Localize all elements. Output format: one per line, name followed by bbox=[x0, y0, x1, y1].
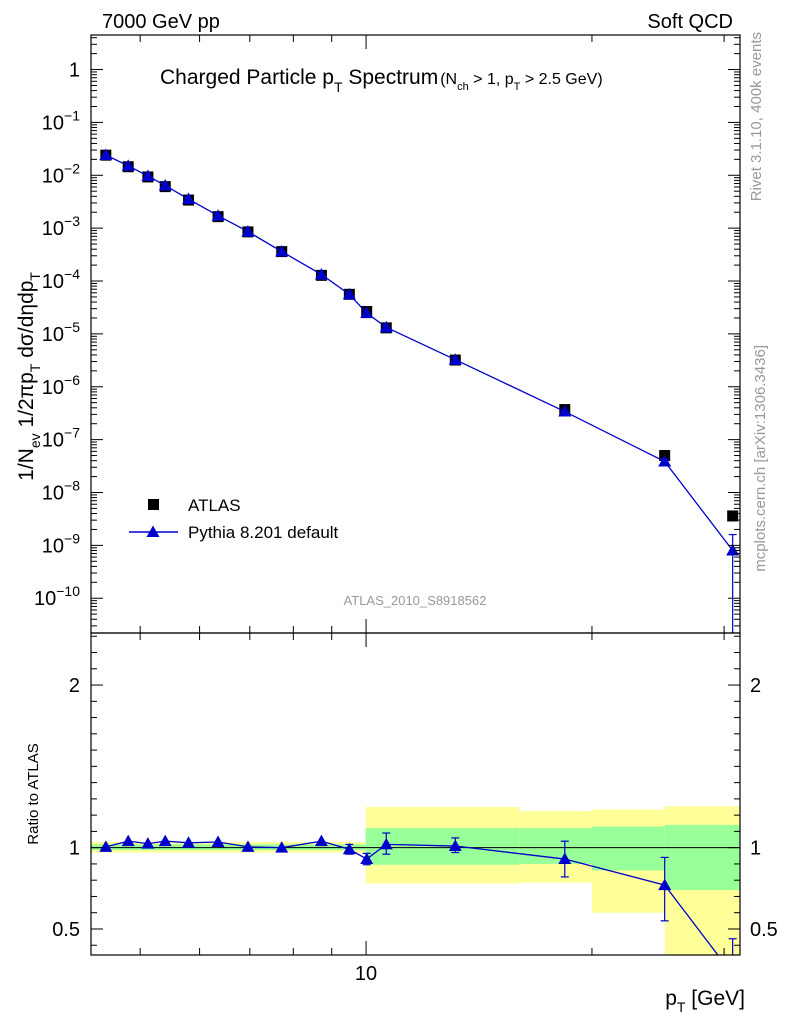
ratio-mc-point bbox=[121, 834, 135, 847]
ratio-mc-point bbox=[182, 836, 196, 848]
main-mc-point bbox=[360, 306, 374, 319]
atlas-data-point bbox=[727, 510, 739, 522]
legend-mc-label: Pythia 8.201 default bbox=[188, 523, 339, 542]
main-y-tick-label: 1 bbox=[69, 60, 80, 82]
category-label: Soft QCD bbox=[647, 11, 733, 33]
main-mc-point bbox=[275, 245, 289, 257]
main-y-tick-label: 10−6 bbox=[42, 372, 80, 399]
ratio-mc-point bbox=[448, 839, 462, 852]
ratio-mc-point bbox=[379, 837, 393, 850]
ratio-panel: 2 2 1 1 0.5 0.5 10 Ratio to ATLAS pT [GeV] bbox=[25, 632, 778, 1015]
ratio-mc-point bbox=[275, 841, 289, 853]
main-mc-point bbox=[448, 353, 462, 365]
main-mc-point bbox=[182, 192, 196, 205]
main-y-tick-label: 10−5 bbox=[42, 319, 80, 346]
analysis-label: ATLAS_2010_S8918562 bbox=[344, 593, 487, 608]
legend-atlas-label: ATLAS bbox=[188, 496, 241, 515]
x-axis-label: pT [GeV] bbox=[665, 987, 745, 1015]
legend-atlas-marker bbox=[148, 499, 159, 510]
main-mc-point bbox=[241, 225, 255, 237]
legend: ATLAS Pythia 8.201 default bbox=[129, 496, 339, 542]
main-mc-point bbox=[726, 543, 740, 556]
ratio-mc-point bbox=[99, 840, 113, 852]
ratio-mc-point bbox=[158, 834, 172, 847]
main-y-tick-label: 10−3 bbox=[42, 213, 80, 240]
ratio-mc-point bbox=[360, 852, 374, 865]
rivet-label: Rivet 3.1.10, 400k events bbox=[748, 32, 765, 201]
ratio-y-tick-label-right: 2 bbox=[750, 675, 761, 697]
main-plot-marks bbox=[99, 148, 740, 633]
ratio-y-ticks: 2 2 1 1 0.5 0.5 bbox=[52, 635, 778, 946]
main-frame bbox=[90, 34, 741, 634]
main-y-axis-label: 1/Nev 1/2πpT dσ/dηdpT bbox=[15, 272, 43, 481]
ratio-y-tick-label: 0.5 bbox=[52, 919, 80, 941]
main-mc-point bbox=[314, 267, 328, 280]
main-mc-point bbox=[141, 169, 155, 181]
ratio-frame bbox=[90, 632, 741, 956]
ratio-mc-point bbox=[314, 834, 328, 847]
main-y-tick-label: 10−9 bbox=[42, 530, 80, 557]
ratio-mc-point bbox=[141, 837, 155, 849]
ratio-y-axis-label: Ratio to ATLAS bbox=[25, 743, 42, 844]
main-x-ticks bbox=[139, 35, 725, 633]
mcplots-label: mcplots.cern.ch [arXiv:1306.3436] bbox=[752, 345, 769, 572]
ratio-x-ticks: 10 bbox=[139, 633, 725, 985]
main-mc-point bbox=[158, 179, 172, 191]
legend-mc-marker bbox=[146, 525, 160, 537]
main-y-tick-label: 10−7 bbox=[42, 425, 80, 452]
main-y-tick-label: 10−1 bbox=[42, 107, 80, 134]
main-mc-point bbox=[379, 320, 393, 333]
main-y-tick-label: 10−4 bbox=[42, 266, 80, 293]
main-title: Charged Particle pT Spectrum (Nch > 1, pT… bbox=[160, 66, 603, 95]
ratio-mc-point bbox=[211, 835, 225, 847]
ratio-mc-point bbox=[342, 842, 356, 855]
main-mc-point bbox=[342, 287, 356, 300]
main-y-tick-label: 10−8 bbox=[42, 477, 80, 504]
ratio-band-inner bbox=[664, 824, 740, 890]
main-panel: 1 10−1 10−2 10−3 10−4 10−5 10−6 10−7 10−8 10−9 10−… bbox=[15, 34, 741, 634]
ratio-y-tick-label: 1 bbox=[69, 838, 80, 860]
main-y-tick-label: 10−2 bbox=[42, 160, 80, 187]
ratio-band-inner bbox=[365, 828, 520, 865]
ratio-plot-marks bbox=[99, 832, 737, 955]
main-mc-point bbox=[658, 455, 672, 467]
x-tick-label: 10 bbox=[355, 963, 377, 985]
ratio-uncertainty-bands bbox=[91, 806, 740, 955]
ratio-mc-point bbox=[241, 840, 255, 852]
ratio-y-tick-label-right: 0.5 bbox=[750, 919, 778, 941]
main-mc-point bbox=[99, 148, 113, 160]
ratio-y-tick-label-right: 1 bbox=[750, 838, 761, 860]
main-y-ticks: 1 10−1 10−2 10−3 10−4 10−5 10−6 10−7 10−8 10−9 10−… bbox=[34, 37, 740, 627]
main-mc-point bbox=[558, 405, 572, 417]
ratio-mc-point bbox=[558, 852, 572, 865]
main-y-tick-label: 10−10 bbox=[34, 583, 80, 610]
energy-label: 7000 GeV pp bbox=[102, 11, 220, 33]
ratio-band-inner bbox=[591, 826, 665, 871]
main-mc-point bbox=[121, 159, 135, 171]
ratio-mc-point bbox=[658, 878, 672, 891]
main-mc-line bbox=[105, 154, 734, 551]
ratio-y-tick-label: 2 bbox=[69, 675, 80, 697]
ratio-mc-line bbox=[105, 840, 719, 955]
main-mc-point bbox=[211, 209, 225, 221]
